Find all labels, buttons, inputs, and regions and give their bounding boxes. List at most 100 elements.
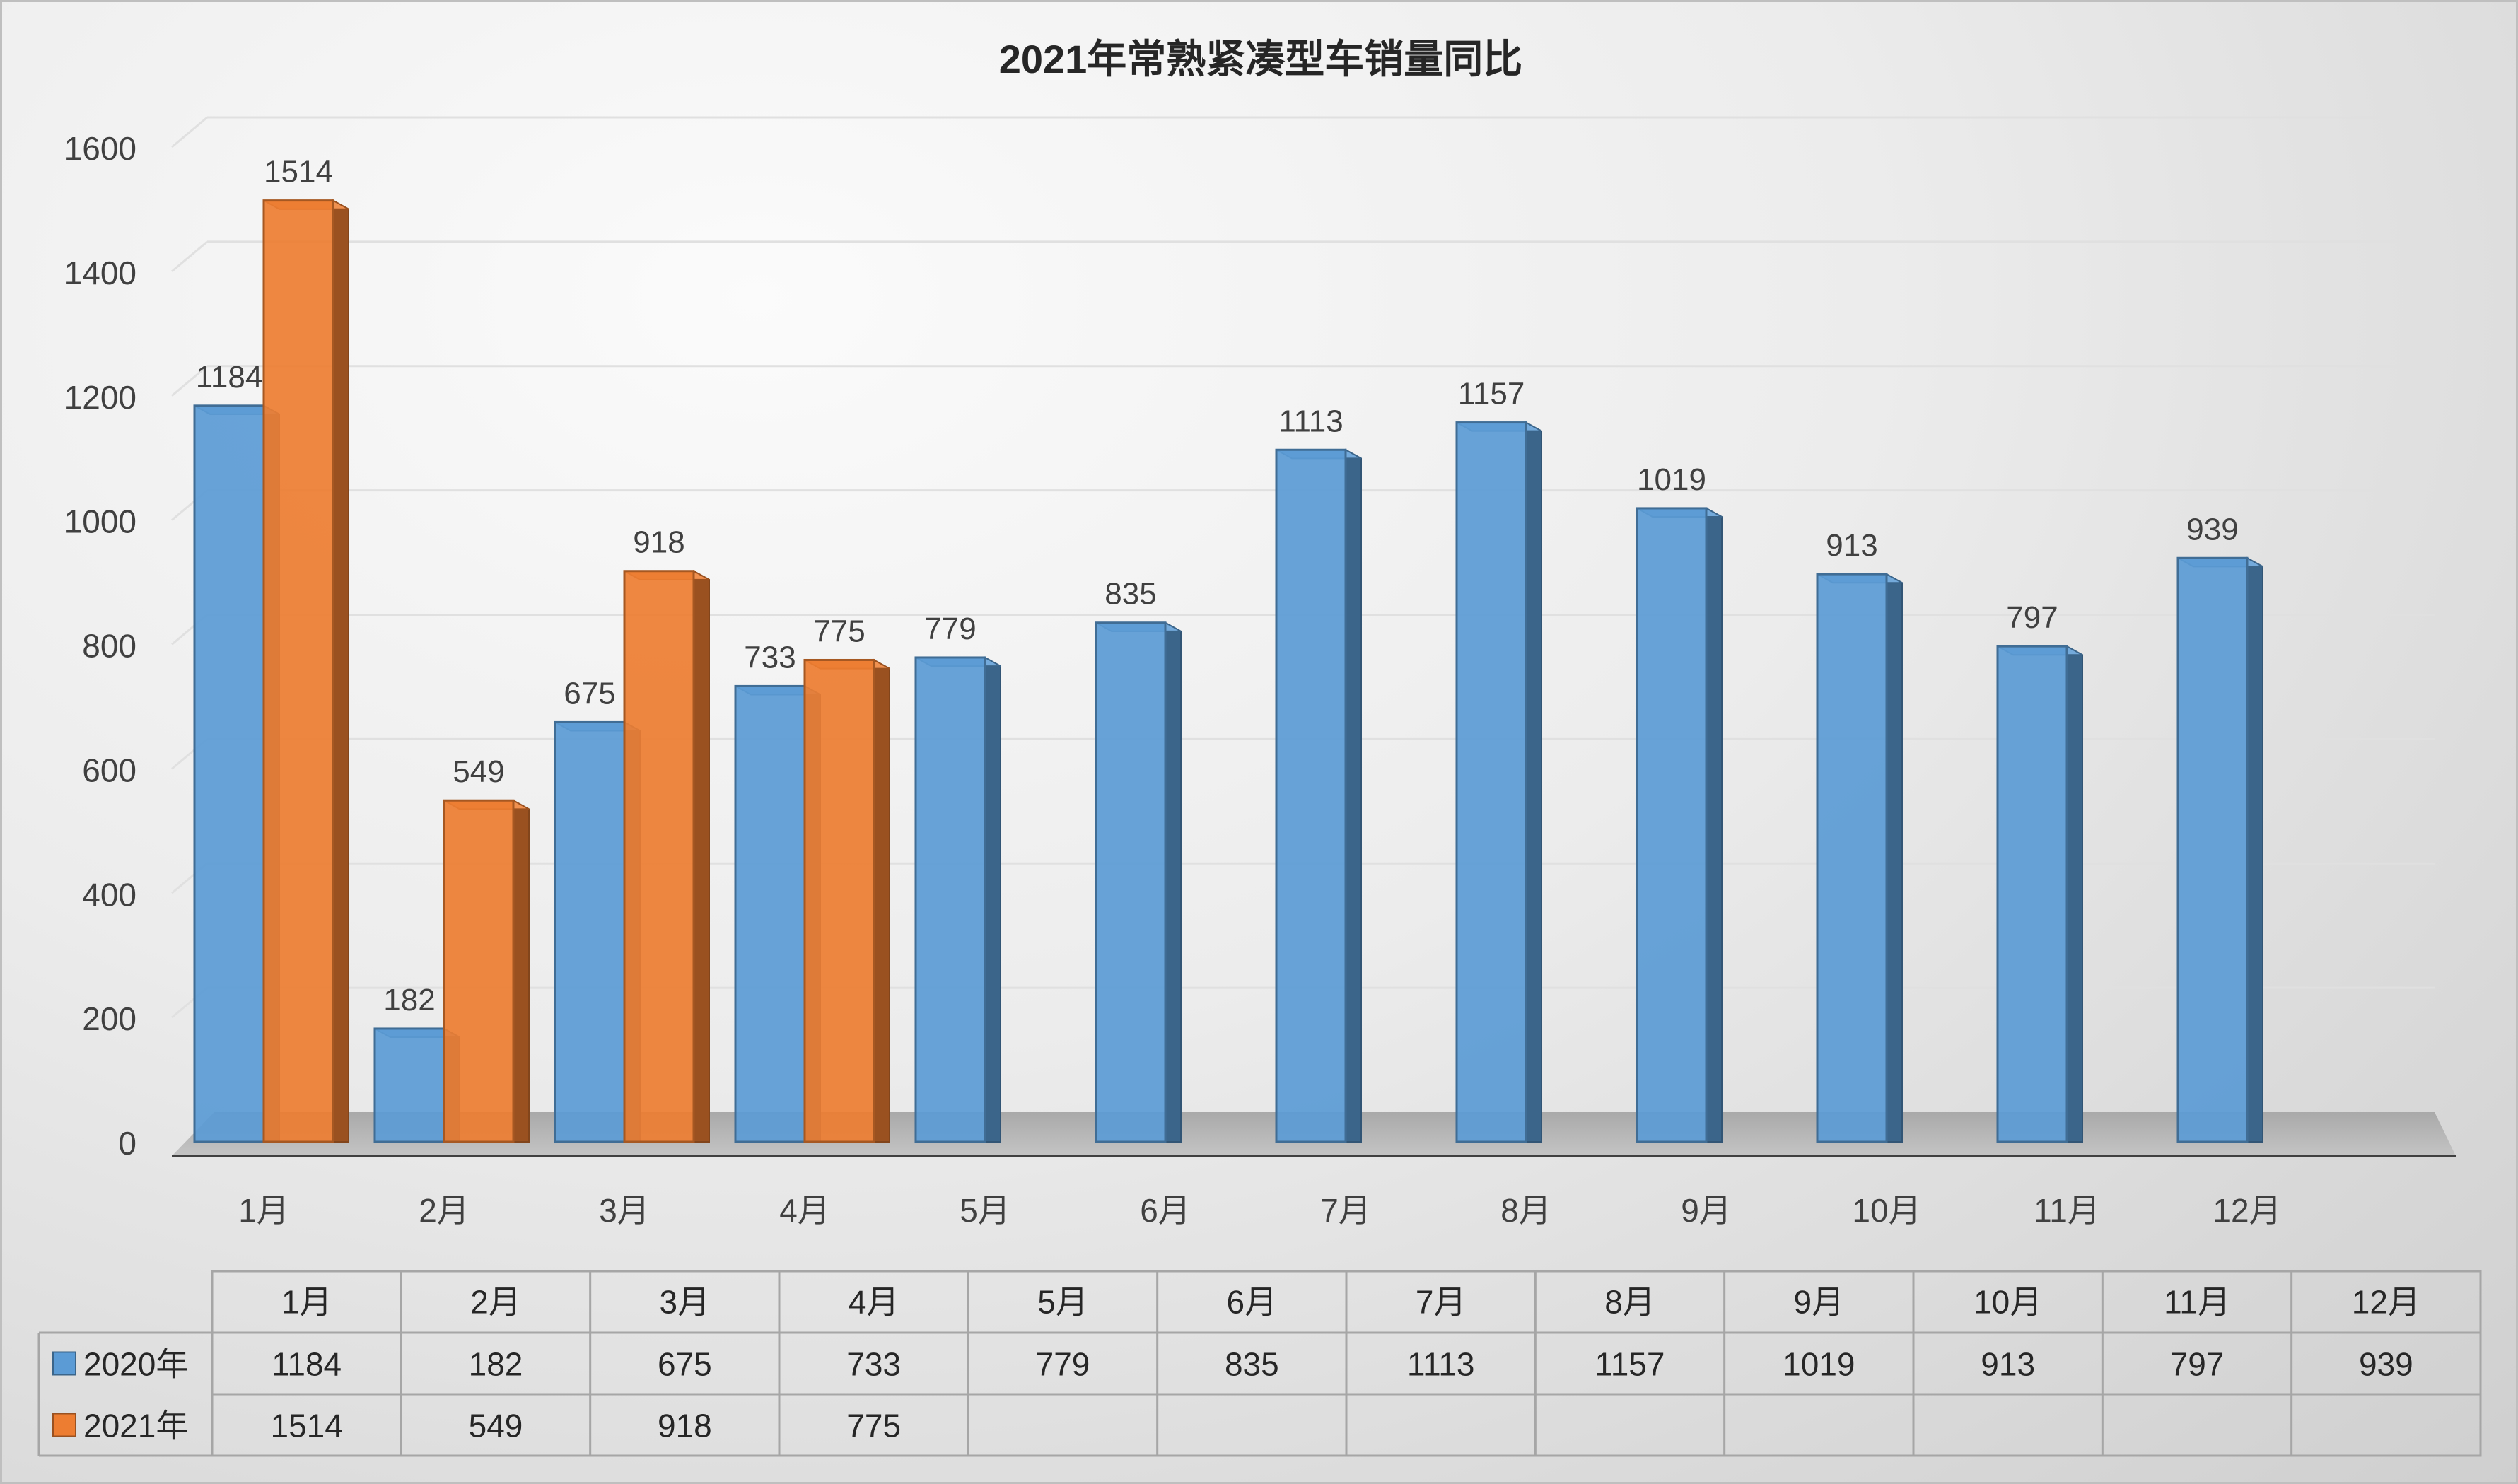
data-label: 733 xyxy=(744,640,795,674)
table-cell: 1157 xyxy=(1595,1346,1665,1383)
y-tick-label: 1400 xyxy=(64,255,136,291)
bar-side xyxy=(984,656,1001,1143)
data-label: 913 xyxy=(1826,528,1877,563)
bar-front xyxy=(373,1027,445,1143)
table-cell: 779 xyxy=(1036,1346,1090,1383)
table-header-cell: 2月 xyxy=(470,1284,521,1321)
gridline-diag xyxy=(171,116,208,148)
table-cell: 549 xyxy=(469,1408,523,1444)
bar-side xyxy=(513,799,530,1143)
data-label: 775 xyxy=(813,614,865,648)
x-tick-label: 1月 xyxy=(238,1192,289,1229)
table-cell: 797 xyxy=(2170,1346,2225,1383)
table-header-cell: 7月 xyxy=(1416,1284,1467,1321)
x-tick-label: 5月 xyxy=(960,1192,1010,1229)
x-tick-label: 2月 xyxy=(419,1192,470,1229)
table-cell: 775 xyxy=(846,1408,901,1444)
data-table: 1月 2月 3月 4月 5月 6月 7月 8月 9月 10月 11月 12月 2020年 1184 182 6… xyxy=(37,1270,2482,1457)
y-tick-label: 200 xyxy=(82,1000,136,1037)
table-cell: 913 xyxy=(1981,1346,2035,1383)
y-tick-label: 0 xyxy=(118,1125,136,1162)
data-label: 1113 xyxy=(1278,404,1343,438)
y-tick-label: 600 xyxy=(82,752,136,788)
bar-front xyxy=(554,720,626,1143)
bar-side xyxy=(1345,448,1362,1143)
table-cell: 835 xyxy=(1225,1346,1279,1383)
data-label: 918 xyxy=(633,525,684,560)
bar xyxy=(1996,645,2083,1143)
x-axis: 1月 2月 3月 4月 5月 6月 7月 8月 9月 10月 11月 12月 xyxy=(238,1192,2281,1229)
bar-front xyxy=(1996,645,2068,1143)
bar xyxy=(1095,621,1182,1143)
bar-side xyxy=(693,570,710,1143)
x-tick-label: 10月 xyxy=(1852,1192,1920,1229)
table-header-cell: 11月 xyxy=(2164,1284,2230,1321)
data-label: 1514 xyxy=(264,155,333,189)
data-label: 835 xyxy=(1104,577,1156,612)
table-header-cell: 12月 xyxy=(2352,1284,2420,1321)
x-tick-label: 3月 xyxy=(599,1192,650,1229)
table-header-cell: 9月 xyxy=(1794,1284,1845,1321)
x-tick-label: 6月 xyxy=(1140,1192,1191,1229)
y-tick-label: 1600 xyxy=(64,130,136,167)
bar-side xyxy=(2246,556,2263,1143)
bars: 1184 1514 182 549 675 918 733 775 779 835 1113 1157… xyxy=(193,155,2263,1143)
bar-front xyxy=(1275,448,1347,1143)
data-label: 1157 xyxy=(1458,377,1525,411)
bar xyxy=(1816,573,1903,1143)
table-header-cell: 8月 xyxy=(1604,1284,1655,1321)
bar-front xyxy=(1455,421,1527,1143)
bar-front xyxy=(1816,573,1888,1143)
table-cell: 1184 xyxy=(272,1346,342,1383)
table-header-cell: 5月 xyxy=(1037,1284,1088,1321)
y-tick-label: 400 xyxy=(82,876,136,913)
bar-side xyxy=(1165,621,1182,1143)
data-label: 1019 xyxy=(1637,462,1706,497)
chart-title: 2021年常熟紧凑型车销量同比 xyxy=(999,37,1523,81)
data-label: 1184 xyxy=(196,360,263,395)
table-cell: 939 xyxy=(2359,1346,2413,1383)
data-label: 779 xyxy=(924,612,976,646)
data-label: 182 xyxy=(383,983,435,1017)
table-header-cell: 1月 xyxy=(281,1284,332,1321)
y-tick-label: 1200 xyxy=(64,379,136,416)
bar-front xyxy=(1095,621,1167,1143)
table-header-cell: 6月 xyxy=(1227,1284,1278,1321)
bar-side xyxy=(2066,645,2083,1143)
table-cell: 1019 xyxy=(1783,1346,1855,1383)
x-tick-label: 4月 xyxy=(779,1192,830,1229)
bar xyxy=(2176,556,2263,1143)
x-tick-label: 12月 xyxy=(2213,1192,2281,1229)
bar xyxy=(1275,448,1362,1143)
data-label: 675 xyxy=(564,676,615,711)
legend-label: 2020年 xyxy=(83,1346,188,1383)
bar xyxy=(914,656,1001,1143)
bar-front xyxy=(1636,507,1708,1143)
bar xyxy=(1455,421,1542,1143)
x-tick-label: 8月 xyxy=(1500,1192,1551,1229)
x-tick-label: 9月 xyxy=(1681,1192,1732,1229)
legend-swatch xyxy=(52,1351,76,1376)
table-cell: 1514 xyxy=(270,1408,342,1444)
legend-label: 2021年 xyxy=(83,1408,188,1444)
bar-side xyxy=(332,199,349,1143)
bar-front xyxy=(262,199,334,1143)
bar-front xyxy=(2176,556,2249,1143)
table-cell: 918 xyxy=(658,1408,712,1444)
bar-side xyxy=(1706,507,1723,1143)
bar-front xyxy=(193,404,265,1143)
bar-side xyxy=(873,658,890,1143)
bar-front xyxy=(443,799,515,1143)
table-cell: 675 xyxy=(658,1346,712,1383)
bar xyxy=(1636,507,1723,1143)
bar xyxy=(803,658,890,1143)
table-header-cell: 4月 xyxy=(849,1284,899,1321)
data-label: 939 xyxy=(2186,512,2238,547)
x-tick-label: 11月 xyxy=(2034,1192,2100,1229)
table-cell: 1113 xyxy=(1407,1346,1475,1383)
bar xyxy=(443,799,530,1143)
bar-front xyxy=(623,570,695,1143)
bar-front xyxy=(803,658,875,1143)
